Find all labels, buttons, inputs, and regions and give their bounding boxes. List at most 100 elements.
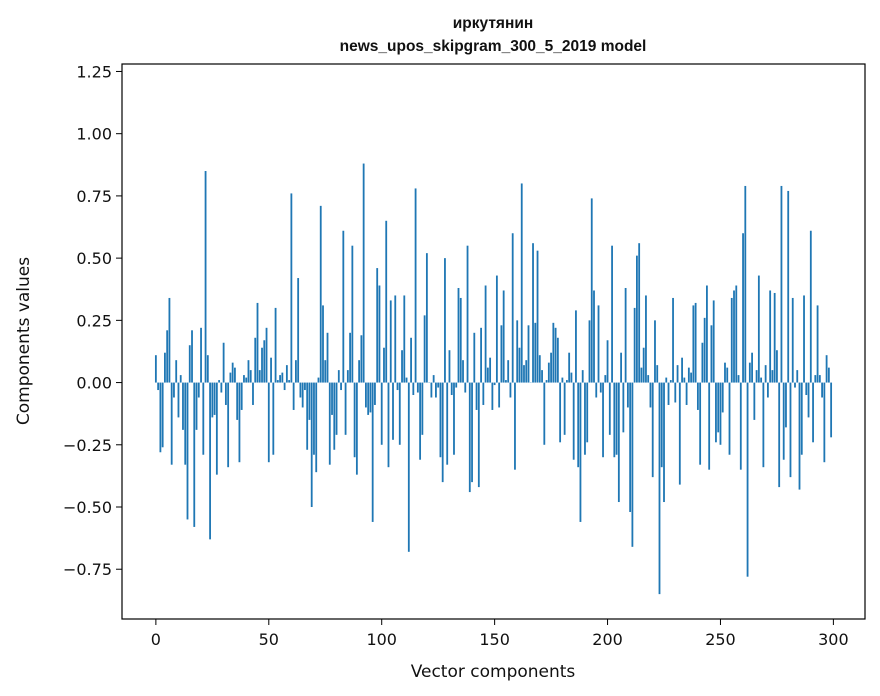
- x-tick-label: 150: [479, 630, 510, 649]
- bar-221: [654, 320, 656, 383]
- bar-272: [769, 290, 772, 383]
- bar-41: [247, 360, 250, 383]
- x-axis-label: Vector components: [411, 662, 576, 682]
- bar-255: [730, 297, 733, 383]
- bar-192: [588, 320, 591, 383]
- bar-249: [717, 382, 720, 433]
- bar-139: [468, 382, 471, 493]
- bar-296: [823, 382, 826, 463]
- bar-292: [814, 375, 817, 383]
- bar-19: [197, 382, 200, 398]
- bar-243: [703, 317, 706, 383]
- chart-title-line-2: news_upos_skipgram_300_5_2019 model: [340, 38, 647, 55]
- bar-194: [593, 290, 595, 383]
- bar-144: [480, 327, 482, 383]
- x-tick-label: 250: [705, 630, 736, 649]
- bar-298: [827, 367, 830, 383]
- bar-259: [739, 382, 742, 470]
- bar-133: [455, 382, 458, 388]
- bar-212: [633, 307, 636, 383]
- bar-31: [224, 382, 227, 405]
- bar-257: [735, 285, 738, 383]
- y-tick-label: 1.00: [76, 125, 112, 144]
- bar-4: [164, 352, 166, 383]
- bar-157: [509, 382, 512, 398]
- bar-81: [337, 370, 340, 383]
- bar-224: [660, 382, 663, 468]
- bar-98: [376, 268, 379, 383]
- bar-154: [502, 290, 505, 383]
- bar-185: [572, 382, 575, 460]
- bar-17: [193, 382, 196, 527]
- bar-188: [579, 382, 582, 522]
- bar-250: [719, 382, 722, 445]
- bar-176: [552, 322, 555, 383]
- bar-75: [324, 360, 327, 383]
- bar-145: [482, 382, 485, 405]
- bar-84: [344, 382, 347, 435]
- bar-149: [491, 382, 494, 410]
- bar-46: [258, 370, 261, 383]
- bar-291: [812, 382, 814, 443]
- bar-101: [383, 347, 385, 383]
- bar-236: [687, 367, 690, 383]
- bar-0: [154, 355, 157, 383]
- bar-210: [629, 382, 632, 512]
- bar-148: [489, 357, 492, 383]
- bar-111: [405, 377, 408, 383]
- bar-37: [238, 382, 241, 463]
- bar-118: [421, 382, 424, 435]
- bar-226: [665, 377, 668, 383]
- bar-142: [475, 382, 478, 410]
- bar-282: [791, 297, 794, 383]
- bar-137: [464, 382, 467, 393]
- bar-11: [179, 375, 182, 383]
- bar-44: [254, 337, 257, 383]
- y-tick-label: 0.25: [76, 311, 112, 330]
- bar-241: [699, 382, 702, 465]
- bar-72: [317, 377, 320, 383]
- bar-114: [412, 382, 415, 396]
- bar-39: [243, 375, 245, 383]
- bar-123: [432, 375, 435, 383]
- bar-279: [785, 382, 787, 428]
- bar-36: [236, 382, 239, 420]
- bar-108: [398, 382, 401, 445]
- bar-112: [407, 382, 410, 552]
- bar-146: [484, 285, 487, 383]
- bar-202: [611, 245, 613, 383]
- bar-18: [195, 382, 198, 430]
- bar-113: [410, 337, 412, 383]
- bar-86: [349, 332, 351, 383]
- bar-5: [166, 330, 169, 383]
- bar-50: [267, 382, 270, 463]
- bar-262: [746, 382, 749, 577]
- bar-57: [283, 382, 286, 391]
- bar-284: [796, 370, 799, 383]
- bar-294: [818, 375, 821, 383]
- bar-254: [728, 382, 731, 455]
- bar-164: [525, 360, 528, 383]
- bar-256: [733, 290, 735, 383]
- bar-267: [757, 275, 760, 383]
- bar-234: [683, 377, 686, 383]
- bar-107: [396, 382, 399, 391]
- bar-32: [227, 382, 230, 468]
- bar-218: [647, 375, 650, 383]
- bar-78: [331, 382, 333, 415]
- bar-24: [209, 382, 211, 540]
- bar-129: [446, 382, 449, 465]
- bar-197: [599, 382, 602, 393]
- bar-222: [656, 365, 659, 383]
- x-tick-label: 200: [592, 630, 623, 649]
- bar-3: [161, 382, 164, 448]
- bar-62: [294, 360, 297, 383]
- bar-20: [200, 327, 202, 383]
- bar-231: [676, 365, 679, 383]
- bar-60: [290, 193, 293, 383]
- bar-115: [414, 188, 417, 383]
- bar-124: [435, 382, 437, 398]
- bar-97: [374, 382, 376, 405]
- bar-162: [520, 183, 523, 383]
